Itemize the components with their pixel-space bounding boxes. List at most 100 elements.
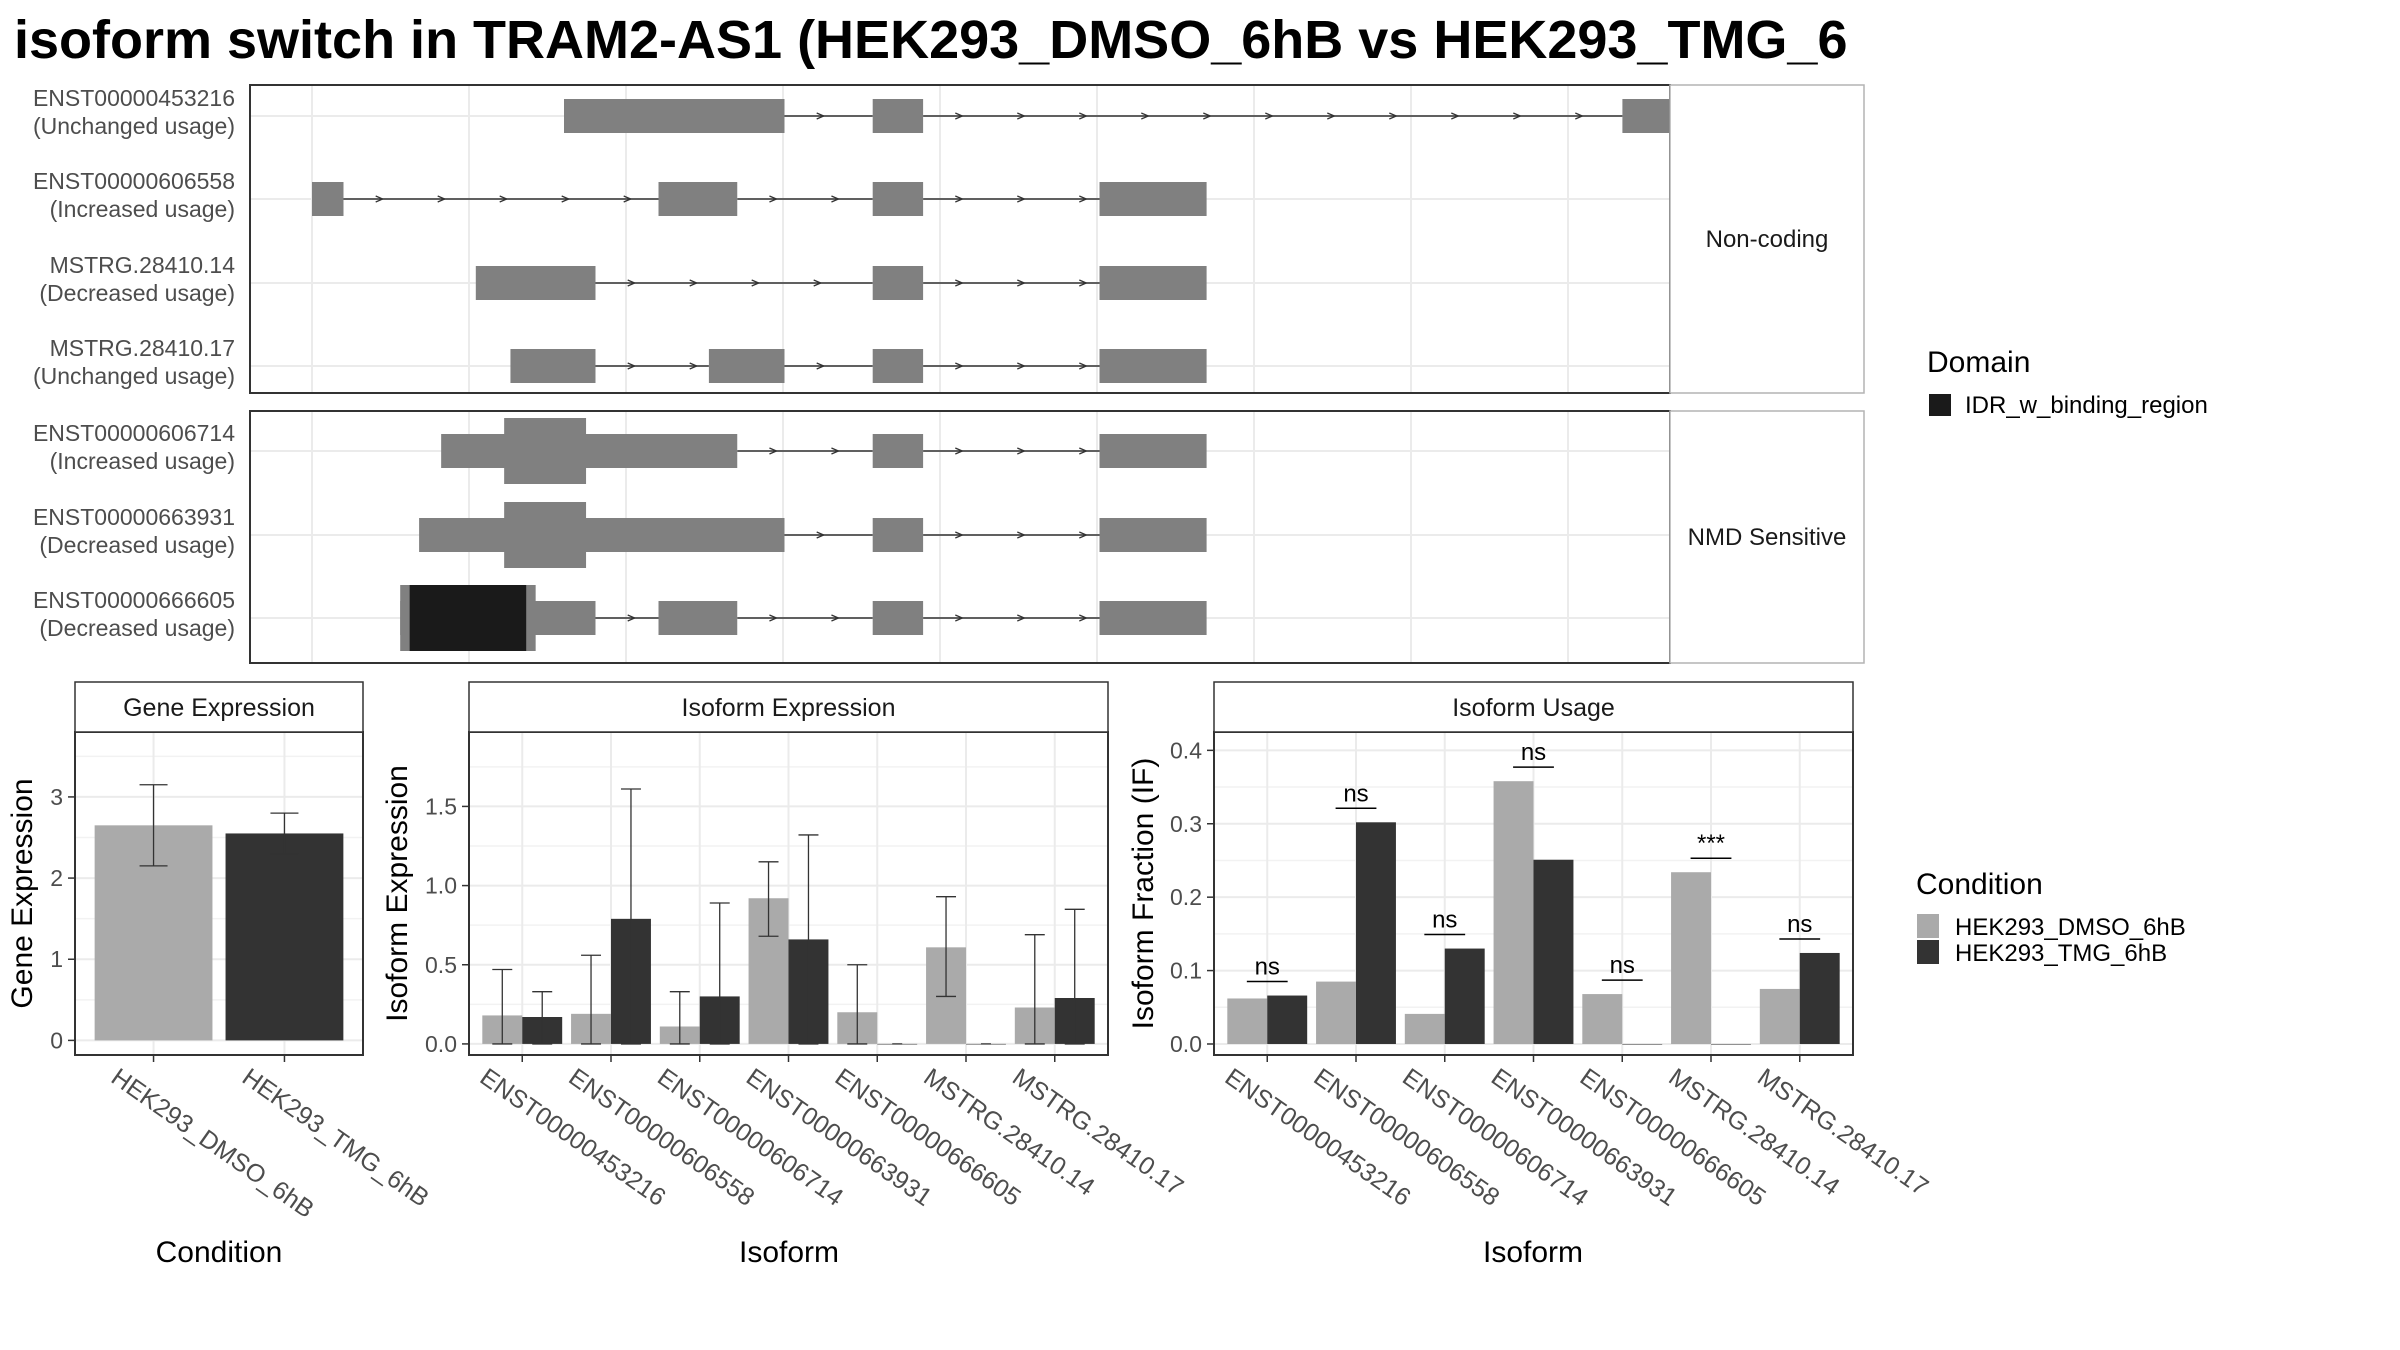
exon [1099,601,1207,635]
bar [1493,781,1534,1044]
intron-arrow [769,447,779,455]
intron-arrow [437,195,447,203]
facet-strip [1669,410,1865,664]
y-tick-label: 1 [50,946,63,972]
intron-arrow [1079,112,1088,120]
exon [475,266,596,300]
transcript-track: ENST00000606714(Increased usage) [33,418,1207,484]
y-tick-label: 3 [50,784,63,810]
intron-arrow [955,447,964,455]
intron-arrow [1079,195,1088,203]
domain-legend-label: IDR_w_binding_region [1965,392,2208,419]
bar [1622,1043,1663,1045]
y-tick-label: 0.1 [1170,958,1202,984]
intron-arrow [1451,112,1460,120]
domain-region [409,585,527,651]
intron-arrow [1079,614,1088,622]
y-tick-label: 0 [50,1027,63,1053]
exon [872,434,924,468]
significance-label: ns [1610,952,1635,979]
transcript-track: MSTRG.28410.17(Unchanged usage) [33,335,1207,389]
figure-title: isoform switch in TRAM2-AS1 (HEK293_DMSO… [14,10,1848,70]
exon [1099,349,1207,383]
y-tick-label: 0.4 [1170,737,1202,763]
transcript-usage-label: (Increased usage) [50,196,235,222]
chart-panel-2: ns ns ns ns ns *** ns Isoform Usage 0.0 0.1 0.2 0.3… [1127,681,1933,1269]
intron-arrow [816,362,826,370]
intron-arrow [1079,362,1088,370]
exon [658,601,738,635]
condition-legend-swatch [1917,914,1939,938]
transcript-track: ENST00000663931(Decreased usage) [33,502,1207,568]
condition-legend-label: HEK293_DMSO_6hB [1955,914,2186,941]
exon [441,434,738,468]
intron-arrow [375,195,385,203]
significance-label: ns [1255,954,1280,981]
chart-panel-1: Isoform Expression0.00.51.01.5ENST000004… [381,681,1188,1269]
condition-legend-title: Condition [1916,868,2043,901]
exon [312,182,344,216]
intron-arrow [689,362,699,370]
intron-arrow [816,531,826,539]
transcript-id-label: ENST00000453216 [33,85,235,111]
intron-arrow [769,195,779,203]
coding-region [504,502,587,568]
exon [1099,434,1207,468]
intron-arrow [499,195,509,203]
y-tick-label: 0.0 [1170,1031,1202,1057]
intron-arrow [1017,112,1026,120]
bar [1267,995,1308,1044]
significance-label: *** [1697,830,1725,857]
intron-arrow [955,531,964,539]
panel-strip [468,681,1109,733]
exon [872,518,924,552]
bar [1759,988,1800,1044]
bar-charts-area: Gene Expression0123HEK293_DMSO_6hBHEK293… [6,681,1933,1269]
transcript-track: MSTRG.28410.14(Decreased usage) [39,252,1207,306]
transcript-id-label: ENST00000663931 [33,504,235,530]
exon [872,99,924,133]
bar [1799,952,1840,1044]
transcript-structure-panel: ENST00000453216(Unchanged usage)ENST0000… [33,84,1865,664]
transcript-track: ENST00000666605(Decreased usage) [33,585,1207,651]
intron-arrow [1079,531,1088,539]
intron-arrow [627,279,637,287]
intron-arrow [1141,112,1150,120]
y-tick-label: 0.3 [1170,811,1202,837]
intron-arrow [1017,614,1026,622]
significance-label: ns [1432,907,1457,934]
panel-strip [74,681,364,733]
exon [872,349,924,383]
intron-arrow [1079,279,1088,287]
intron-arrow [751,279,761,287]
intron-arrow [1017,531,1026,539]
exon [872,182,924,216]
intron-arrow [627,614,637,622]
intron-arrow [955,112,964,120]
x-axis-label: Condition [156,1236,283,1269]
condition-legend-swatch [1917,940,1939,964]
exon [1099,182,1207,216]
intron-arrow [1017,279,1026,287]
domain-legend-title: Domain [1927,346,2030,379]
transcript-track: ENST00000453216(Unchanged usage) [33,85,1686,139]
y-axis-label: Gene Expression [6,778,39,1008]
intron-arrow [1017,195,1026,203]
y-tick-label: 0.2 [1170,884,1202,910]
facet-strip [1669,84,1865,394]
x-axis-label: Isoform [1483,1236,1583,1269]
intron-arrow [1575,112,1584,120]
transcript-usage-label: (Decreased usage) [39,532,235,558]
intron-arrow [1265,112,1274,120]
bar [1671,872,1711,1044]
intron-arrow [627,362,637,370]
transcript-id-label: ENST00000606558 [33,168,235,194]
y-axis-label: Isoform Fraction (IF) [1127,758,1160,1030]
y-axis-label: Isoform Expression [381,765,414,1022]
panel-strip [1213,681,1854,733]
transcript-usage-label: (Decreased usage) [39,280,235,306]
x-axis-label: Isoform [739,1236,839,1269]
exon [1099,518,1207,552]
exon [872,266,924,300]
intron-arrow [816,112,826,120]
